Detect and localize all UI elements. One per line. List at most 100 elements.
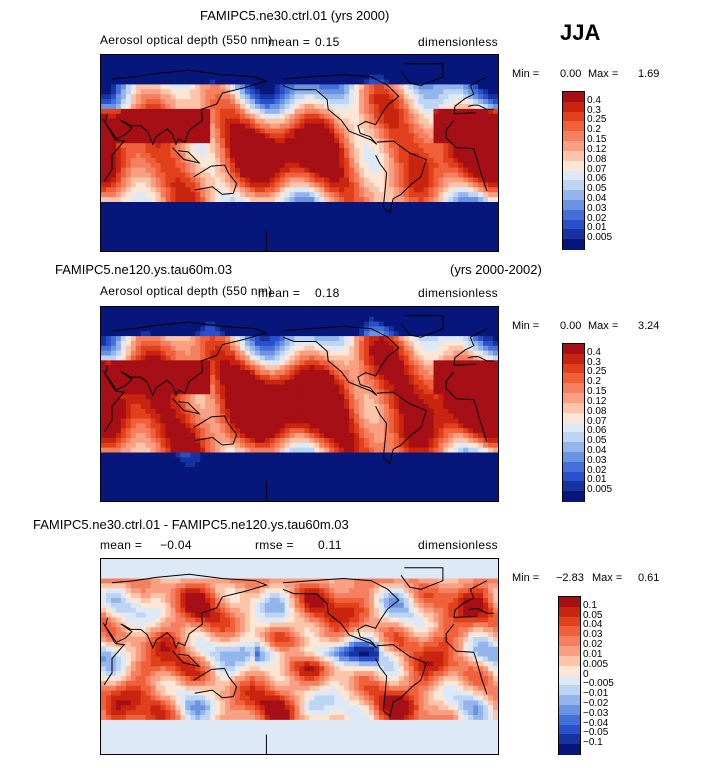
field-cell [443, 177, 449, 183]
field-cell [478, 138, 484, 144]
field-cell [220, 326, 226, 332]
field-cell [488, 226, 494, 232]
field-cell [478, 162, 484, 169]
field-cell [368, 84, 375, 90]
field-cell [230, 128, 236, 134]
field-cell [205, 177, 211, 183]
field-cell [190, 104, 196, 110]
field-cell [373, 113, 380, 120]
field-cell [269, 108, 276, 115]
field-cell [373, 311, 380, 318]
field-cell [294, 211, 301, 218]
field-cell [130, 94, 137, 100]
field-cell [378, 192, 385, 198]
field-cell [388, 231, 395, 237]
field-cell [249, 138, 256, 144]
field-cell [453, 394, 459, 400]
field-cell [170, 340, 177, 347]
field-cell [135, 128, 142, 134]
field-cell [269, 162, 276, 169]
field-cell [433, 108, 440, 115]
field-cell [249, 226, 256, 232]
field-cell [264, 167, 271, 174]
field-cell [150, 355, 157, 361]
field-cell [468, 236, 474, 242]
field-cell [210, 177, 216, 183]
field-cell [130, 143, 137, 149]
field-cell [105, 326, 112, 332]
field-cell [413, 206, 420, 213]
field-cell [220, 157, 226, 164]
field-cell [478, 206, 484, 213]
field-cell [463, 187, 469, 193]
field-cell [190, 206, 196, 213]
field-cell [339, 148, 345, 154]
field-cell [120, 192, 127, 198]
field-cell [373, 206, 380, 213]
field-cell [160, 187, 167, 193]
field-cell [304, 202, 311, 208]
field-cell [493, 307, 498, 313]
field-cell [448, 113, 454, 120]
field-cell [378, 202, 385, 208]
field-cell [488, 221, 494, 228]
field-cell [140, 399, 147, 405]
field-cell [319, 360, 325, 366]
field-cell [339, 133, 345, 139]
field-cell [309, 316, 315, 323]
field-cell [448, 389, 454, 395]
field-cell [294, 182, 301, 188]
field-cell [478, 336, 484, 342]
field-cell [433, 153, 440, 159]
field-cell [478, 370, 484, 376]
field-cell [130, 108, 137, 115]
field-cell [115, 99, 122, 105]
field-cell [473, 157, 479, 164]
field-cell [473, 360, 479, 366]
field-cell [180, 113, 186, 120]
field-cell [299, 246, 306, 251]
field-cell [408, 246, 415, 251]
field-cell [334, 370, 340, 376]
panel1-units: dimensionless [418, 35, 498, 49]
field-cell [289, 206, 296, 213]
field-cell [150, 246, 157, 251]
field-cell [180, 379, 186, 386]
field-cell [483, 104, 489, 110]
field-cell [438, 360, 445, 366]
field-cell [140, 316, 147, 323]
field-cell [200, 177, 206, 183]
field-cell [190, 389, 196, 395]
field-cell [383, 108, 390, 115]
field-cell [264, 408, 271, 415]
field-cell [259, 307, 266, 313]
field-cell [334, 157, 340, 164]
field-cell [110, 404, 117, 410]
field-cell [279, 69, 286, 76]
field-cell [284, 182, 291, 188]
field-cell [413, 216, 420, 223]
field-cell [398, 211, 405, 218]
field-cell [215, 74, 221, 81]
field-cell [215, 316, 221, 323]
field-cell [339, 350, 345, 357]
field-cell [234, 331, 241, 337]
field-cell [453, 167, 459, 174]
field-cell [284, 69, 291, 76]
field-cell [160, 331, 167, 337]
field-cell [185, 182, 191, 188]
field-cell [488, 241, 494, 247]
field-cell [165, 55, 172, 61]
field-cell [314, 216, 320, 223]
field-cell [378, 379, 385, 386]
field-cell [135, 384, 142, 391]
field-cell [239, 197, 246, 203]
field-cell [264, 172, 271, 179]
field-cell [101, 55, 107, 61]
field-cell [225, 316, 231, 323]
field-cell [244, 133, 251, 139]
field-cell [319, 221, 325, 228]
field-cell [254, 182, 261, 188]
field-cell [448, 138, 454, 144]
field-cell [110, 74, 117, 81]
